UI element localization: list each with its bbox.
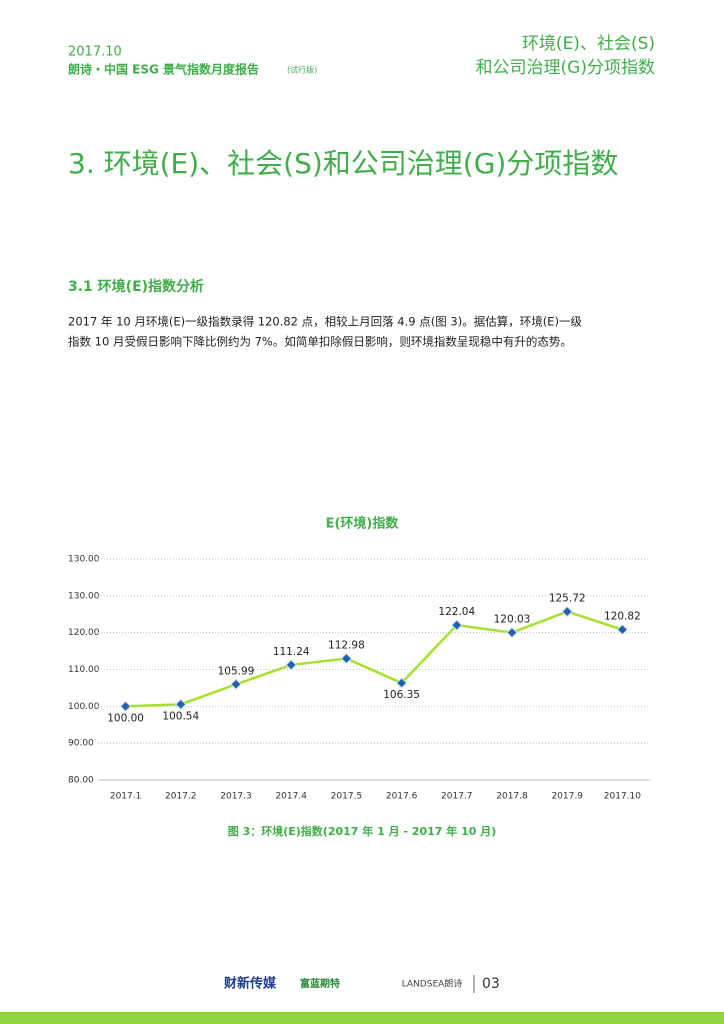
- data-point: [451, 619, 463, 631]
- chart-title: E(环境)指数: [326, 516, 400, 532]
- data-label: 106.35: [383, 689, 420, 701]
- data-label: 105.99: [218, 665, 255, 677]
- data-label: 111.24: [273, 646, 310, 658]
- data-point: [119, 700, 132, 712]
- data-label: 122.04: [438, 606, 475, 618]
- paragraph-line: 2017 年 10 月环境(E)一级指数录得 120.82 点，相较上月回落 4…: [68, 315, 582, 329]
- header-section: 和公司治理(G)分项指数: [476, 58, 655, 78]
- x-tick-label: 2017.9: [551, 792, 583, 802]
- data-point: [175, 698, 187, 711]
- x-tick-label: 2017.1: [110, 792, 142, 802]
- header-date: 2017.10: [68, 45, 122, 60]
- data-label: 120.03: [494, 614, 531, 626]
- y-tick-label: 90.00: [68, 739, 94, 749]
- x-tick-label: 2017.5: [331, 792, 363, 802]
- footer-logo: 财新传媒: [224, 976, 277, 992]
- x-tick-label: 2017.6: [386, 792, 418, 802]
- page-number: 03: [482, 976, 500, 992]
- x-tick-label: 2017.4: [275, 792, 307, 802]
- section-subtitle: 3.1 环境(E)指数分析: [68, 278, 204, 295]
- y-tick-label: 110.00: [68, 665, 100, 675]
- header-edition: (试行版): [287, 65, 317, 75]
- page-title: 3. 环境(E)、社会(S)和公司治理(G)分项指数: [68, 147, 618, 180]
- data-point: [561, 605, 573, 618]
- x-tick-label: 2017.7: [441, 792, 473, 802]
- y-tick-label: 130.00: [68, 555, 100, 565]
- y-tick-label: 130.00: [68, 591, 100, 601]
- data-label: 112.98: [328, 640, 365, 652]
- data-point: [340, 652, 353, 665]
- data-point: [230, 678, 242, 690]
- data-point: [506, 626, 518, 639]
- data-point: [285, 659, 297, 671]
- paragraph-line: 指数 10 月受假日影响下降比例约为 7%。如简单扣除假日影响，则环境指数呈现稳…: [68, 335, 572, 349]
- header-report: 朗诗・中国 ESG 景气指数月度报告: [68, 62, 259, 77]
- x-tick-label: 2017.10: [604, 792, 641, 802]
- footer-logo: 富蓝期特: [300, 977, 340, 990]
- x-tick-label: 2017.2: [165, 792, 197, 802]
- footer-bar: [0, 1012, 724, 1024]
- data-point: [395, 677, 408, 689]
- figure-caption: 图 3：环境(E)指数(2017 年 1 月 - 2017 年 10 月): [228, 824, 497, 838]
- data-point: [616, 623, 629, 636]
- y-tick-label: 120.00: [68, 628, 100, 638]
- x-tick-label: 2017.3: [220, 792, 252, 802]
- data-label: 100.00: [107, 712, 144, 724]
- data-label: 120.82: [604, 611, 641, 623]
- footer-logo: LANDSEA朗诗: [402, 978, 463, 990]
- x-tick-label: 2017.8: [496, 792, 528, 802]
- y-tick-label: 100.00: [68, 702, 100, 712]
- data-label: 100.54: [162, 710, 199, 722]
- y-tick-label: 80.00: [68, 776, 94, 786]
- data-label: 125.72: [549, 593, 586, 605]
- chart: 80.00 90.00 100.00 110.00 120.00 130.00 130.00…: [68, 555, 650, 802]
- header-section: 环境(E)、社会(S): [522, 34, 655, 54]
- series-line: [125, 610, 623, 708]
